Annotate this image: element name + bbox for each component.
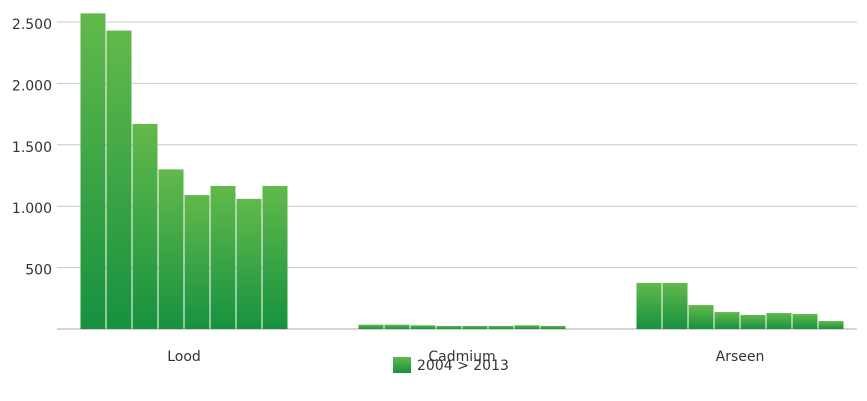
bar: [636, 282, 662, 329]
y-tick-label: 1.500: [12, 140, 52, 156]
bar: [132, 123, 158, 329]
x-tick-label: Arseen: [716, 349, 765, 365]
bar: [488, 325, 514, 329]
legend-swatch: [393, 357, 411, 373]
y-tick-label: 2.000: [12, 78, 52, 94]
bar: [540, 325, 566, 329]
bar: [236, 198, 262, 329]
bar: [766, 313, 792, 329]
bar: [740, 314, 766, 329]
bar: [184, 195, 210, 329]
bar: [106, 30, 132, 330]
bar: [662, 282, 688, 329]
bar: [210, 185, 236, 329]
bar: [462, 325, 488, 329]
bar: [688, 305, 714, 329]
bar: [714, 312, 740, 329]
bar: [358, 324, 384, 329]
bar: [818, 321, 844, 329]
bar: [436, 325, 462, 329]
y-tick-label: 2.500: [12, 17, 52, 33]
bar: [410, 325, 436, 329]
bar: [262, 185, 288, 329]
legend-label: 2004 > 2013: [417, 358, 509, 374]
bar: [792, 314, 818, 329]
x-tick-label: Lood: [167, 349, 201, 365]
y-tick-label: 500: [25, 263, 52, 279]
bar: [514, 325, 540, 329]
y-tick-label: 1.000: [12, 201, 52, 217]
x-tick-label: Cadmium: [428, 349, 495, 365]
bar: [158, 169, 184, 329]
bar: [384, 324, 410, 329]
bar: [80, 13, 106, 330]
